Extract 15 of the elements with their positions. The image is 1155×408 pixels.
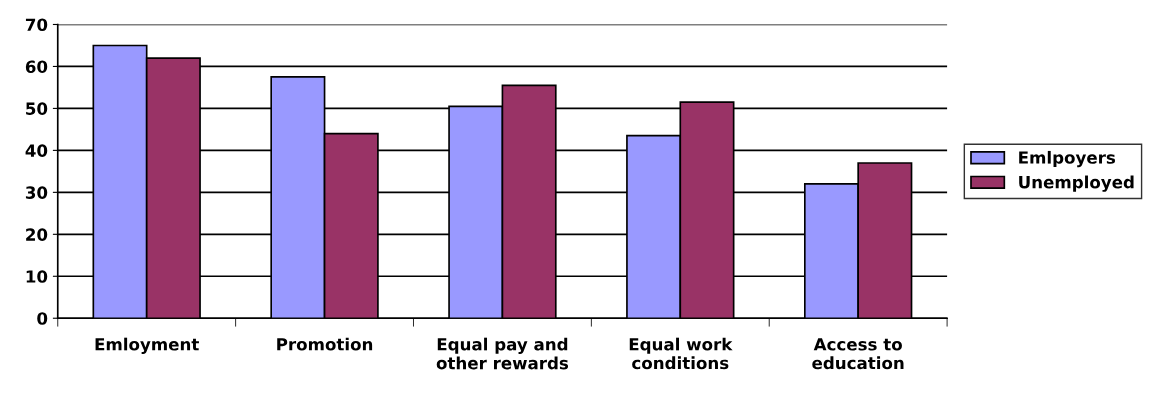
y-tick-label: 20: [26, 228, 48, 241]
x-tick-label: Access to education: [812, 338, 904, 370]
y-tick-label: 50: [26, 102, 48, 115]
y-tick-label: 0: [37, 312, 48, 325]
y-tick-label: 70: [25, 18, 48, 32]
y-tick-label: 60: [25, 60, 48, 74]
x-tick-label: Promotion: [277, 337, 373, 351]
legend-label: Unemployed: [1019, 175, 1134, 192]
y-tick-label: 40: [25, 144, 48, 157]
x-tick-label: Emloyment: [95, 337, 199, 354]
legend-label: Emlpoyers: [1019, 150, 1116, 168]
y-tick-label: 10: [26, 270, 48, 283]
x-tick-label: Equal pay and other rewards: [436, 337, 569, 370]
x-tick-label: Equal work conditions: [629, 337, 733, 370]
y-tick-label: 30: [25, 186, 48, 199]
